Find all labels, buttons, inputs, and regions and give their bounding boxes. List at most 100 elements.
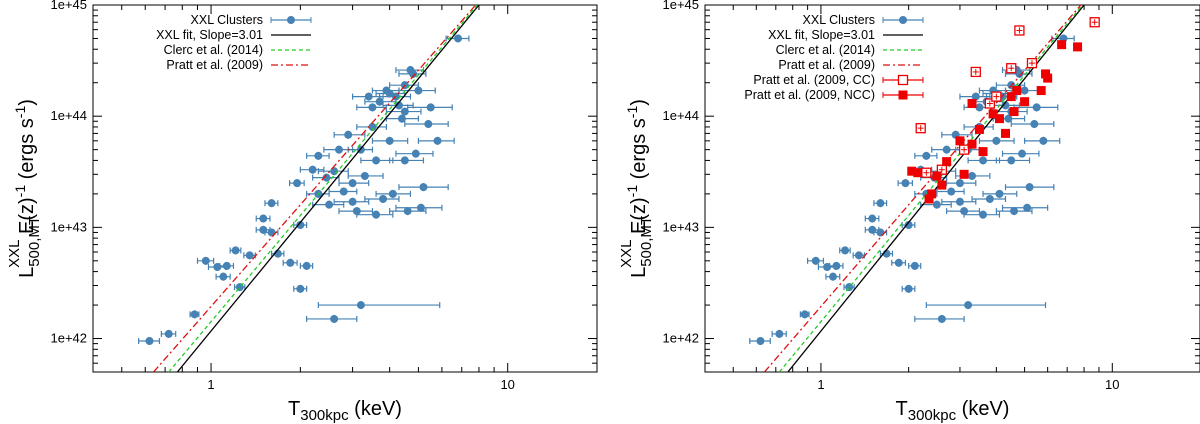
cluster-point [1004, 114, 1013, 123]
cluster-point [400, 156, 409, 165]
plot-area [138, 5, 480, 372]
cluster-point [388, 189, 397, 198]
cluster-point [841, 246, 850, 255]
y-label-sup: XXL [618, 240, 635, 268]
cluster-point [375, 97, 384, 106]
cluster-point [348, 179, 357, 188]
y-label-rest: E(z) [628, 197, 650, 239]
pratt-ncc-point [967, 139, 977, 149]
pratt-ncc-point [927, 189, 937, 199]
pratt-ncc-point [1009, 107, 1019, 117]
cluster-point [385, 89, 394, 98]
fit-line-dashed [168, 5, 478, 372]
y-label-sub: 500,MT [26, 216, 43, 267]
cluster-point [348, 197, 357, 206]
cluster-point [433, 136, 442, 145]
cluster-point [964, 301, 973, 310]
y-tick-label: 1e+44 [662, 108, 699, 123]
y-tick-label: 1e+43 [50, 219, 87, 234]
cluster-point [259, 214, 268, 223]
cluster-point [832, 261, 841, 270]
y-tick-label: 1e+42 [50, 331, 87, 346]
cluster-point [344, 130, 353, 139]
fit-line-dashdot [153, 5, 477, 372]
panel-right: 1 10 1e+42 1e+43 1e+44 1e+45 T300kpc (keV) L500… [618, 0, 1200, 424]
pratt-ncc-point [1006, 92, 1016, 102]
cluster-point [937, 314, 946, 323]
cluster-point [901, 179, 910, 188]
cluster-point [400, 107, 409, 116]
y-tick-label: 1e+43 [662, 219, 699, 234]
cluster-point [894, 258, 903, 267]
cluster-point [932, 200, 941, 209]
cluster-point [379, 194, 388, 203]
cluster-point [876, 199, 885, 208]
cluster-point [419, 183, 428, 192]
fit-line-dashdot [763, 5, 1082, 372]
cluster-point [756, 337, 765, 346]
cluster-point [325, 200, 334, 209]
cluster-point [1039, 136, 1048, 145]
cluster-point [868, 214, 877, 223]
cluster-point [854, 251, 863, 260]
cluster-point [1032, 103, 1041, 112]
y-label-main: L [16, 267, 38, 278]
cluster-point [942, 145, 951, 154]
cluster-point [904, 284, 913, 293]
cluster-point [922, 151, 931, 160]
pratt-ncc-point [907, 166, 917, 176]
cluster-point [1030, 120, 1039, 129]
legend-swatch-ncc [898, 90, 908, 100]
cluster-point [1018, 149, 1027, 158]
cluster-point [800, 310, 809, 319]
cluster-point [1015, 69, 1024, 78]
pratt-ncc-point [974, 124, 984, 134]
cluster-point [811, 256, 820, 265]
cluster-point [231, 246, 240, 255]
cluster-point [335, 145, 344, 154]
cluster-point [775, 329, 784, 338]
cluster-point [1001, 101, 1010, 110]
cluster-point [426, 103, 435, 112]
cluster-point [947, 187, 956, 196]
cluster-point [1020, 86, 1029, 95]
x-label-main: T [896, 398, 908, 420]
legend-label: Pratt et al. (2009) [778, 58, 875, 72]
cluster-point [219, 272, 228, 281]
legend-label: Pratt et al. (2009, NCC) [744, 88, 875, 102]
cluster-point [403, 207, 412, 216]
cluster-point [145, 337, 154, 346]
cluster-point [995, 189, 1004, 198]
cluster-point [968, 171, 977, 180]
legend-label: Clerc et al. (2014) [164, 43, 263, 57]
x-label-sub: 300kpc [300, 407, 349, 424]
pratt-ncc-point [1073, 42, 1083, 52]
pratt-ncc-point [1020, 97, 1030, 107]
legend-label: XXL fit, Slope=3.01 [156, 28, 263, 42]
cluster-point [245, 251, 254, 260]
cluster-point [1025, 183, 1034, 192]
cluster-point [385, 136, 394, 145]
y-label-exp1: -1 [624, 185, 640, 198]
cluster-point [394, 101, 403, 110]
pratt-ncc-point [1043, 73, 1053, 83]
cluster-point [314, 151, 323, 160]
cluster-point [979, 210, 988, 219]
pratt-ncc-point [1012, 86, 1022, 96]
pratt-ncc-point [913, 168, 923, 178]
y-label-exp2: -1 [12, 106, 28, 119]
cluster-point [1007, 156, 1016, 165]
x-tick-label: 10 [1105, 377, 1119, 392]
cluster-point [201, 256, 210, 265]
cluster-point [308, 165, 317, 174]
y-label-unit: (ergs s [16, 118, 38, 185]
cluster-point [409, 69, 418, 78]
cluster-point [416, 203, 425, 212]
cluster-point [322, 173, 331, 182]
y-label-unit: (ergs s [628, 118, 650, 185]
x-tick-label: 1 [207, 377, 214, 392]
cluster-point [829, 272, 838, 281]
cluster-point [267, 199, 276, 208]
plot-area [749, 5, 1100, 372]
cluster-point [164, 329, 173, 338]
